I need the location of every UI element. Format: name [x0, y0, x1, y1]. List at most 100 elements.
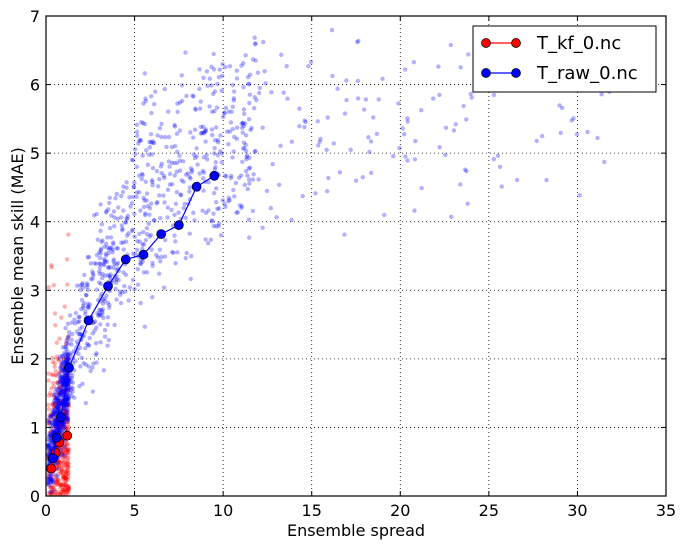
scatter-point-raw	[120, 189, 126, 195]
scatter-point-raw	[57, 401, 62, 406]
scatter-point-kf	[58, 377, 64, 383]
series-marker-kf	[62, 430, 73, 441]
scatter-point-raw	[86, 343, 92, 348]
scatter-point-raw	[200, 176, 206, 181]
scatter-point-raw	[230, 82, 236, 88]
scatter-point-kf	[51, 394, 57, 400]
series-marker-raw	[174, 220, 184, 230]
scatter-point-raw	[99, 239, 104, 245]
y-tick-label: 5	[30, 144, 40, 163]
scatter-point-raw	[163, 237, 168, 243]
scatter-point-raw	[150, 182, 155, 188]
scatter-point-raw	[141, 204, 147, 210]
scatter-point-raw	[136, 141, 141, 146]
scatter-point-raw	[178, 192, 183, 197]
scatter-point-raw	[276, 182, 282, 188]
scatter-point-raw	[147, 206, 153, 211]
scatter-point-raw	[116, 205, 121, 210]
scatter-point-raw	[105, 315, 111, 320]
scatter-point-raw	[47, 445, 52, 450]
scatter-point-raw	[453, 122, 458, 127]
scatter-point-raw	[65, 401, 70, 406]
scatter-point-raw	[243, 53, 248, 58]
series-marker-raw	[209, 170, 220, 181]
scatter-point-raw	[64, 401, 69, 406]
scatter-point-raw	[279, 52, 284, 58]
scatter-point-kf	[61, 460, 67, 465]
scatter-point-raw	[54, 421, 60, 427]
scatter-point-raw	[161, 285, 167, 290]
scatter-point-raw	[59, 378, 64, 383]
legend-box	[472, 25, 657, 93]
scatter-point-raw	[90, 269, 95, 274]
scatter-point-raw	[247, 155, 252, 160]
scatter-point-raw	[57, 408, 62, 414]
scatter-point-raw	[264, 188, 270, 194]
scatter-point-raw	[173, 201, 179, 206]
scatter-point-raw	[270, 162, 275, 167]
scatter-point-raw	[248, 127, 253, 133]
scatter-point-raw	[60, 379, 65, 385]
scatter-point-raw	[209, 83, 214, 88]
scatter-point-raw	[210, 109, 215, 114]
scatter-point-raw	[57, 392, 62, 397]
scatter-point-raw	[574, 132, 580, 137]
scatter-point-raw	[123, 220, 128, 225]
scatter-point-raw	[58, 393, 64, 399]
scatter-point-raw	[207, 104, 212, 109]
scatter-point-kf	[66, 490, 71, 496]
scatter-point-kf	[52, 397, 58, 402]
scatter-point-raw	[112, 261, 117, 267]
scatter-point-raw	[52, 422, 58, 428]
scatter-point-kf	[66, 486, 72, 491]
scatter-point-raw	[58, 375, 64, 380]
scatter-point-raw	[80, 282, 85, 287]
scatter-point-kf	[59, 315, 64, 320]
scatter-point-raw	[70, 372, 75, 378]
scatter-point-raw	[243, 142, 248, 147]
scatter-point-kf	[65, 459, 70, 465]
scatter-point-raw	[74, 283, 80, 288]
scatter-point-raw	[59, 374, 65, 379]
scatter-point-raw	[344, 98, 349, 103]
scatter-point-raw	[100, 301, 106, 306]
scatter-point-raw	[141, 242, 146, 247]
scatter-point-raw	[252, 149, 257, 155]
scatter-point-raw	[149, 94, 154, 99]
scatter-point-raw	[98, 228, 103, 234]
scatter-point-kf	[50, 359, 56, 365]
scatter-point-raw	[577, 193, 582, 198]
scatter-point-raw	[52, 398, 57, 403]
scatter-point-raw	[90, 365, 95, 370]
series-marker-kf	[46, 463, 57, 474]
scatter-point-raw	[49, 479, 54, 484]
scatter-point-raw	[102, 334, 108, 339]
scatter-point-raw	[491, 92, 497, 98]
scatter-point-kf	[46, 371, 51, 376]
scatter-point-raw	[77, 331, 83, 337]
scatter-point-raw	[165, 205, 171, 210]
scatter-point-raw	[183, 215, 188, 221]
scatter-point-raw	[514, 177, 520, 183]
scatter-point-raw	[63, 325, 68, 331]
scatter-point-raw	[121, 184, 126, 189]
scatter-point-raw	[245, 186, 251, 192]
scatter-point-raw	[227, 129, 233, 134]
scatter-point-raw	[443, 125, 449, 131]
scatter-point-kf	[63, 341, 69, 347]
scatter-point-raw	[48, 446, 54, 451]
scatter-point-kf	[57, 482, 63, 487]
scatter-point-raw	[136, 189, 142, 195]
scatter-point-raw	[97, 280, 102, 285]
scatter-point-raw	[215, 206, 220, 212]
scatter-point-raw	[48, 442, 53, 447]
scatter-point-raw	[70, 386, 75, 391]
scatter-point-raw	[58, 398, 64, 403]
scatter-point-kf	[53, 477, 58, 482]
scatter-point-raw	[47, 477, 52, 483]
scatter-point-raw	[194, 146, 199, 151]
scatter-point-raw	[46, 434, 52, 439]
scatter-point-raw	[159, 134, 164, 140]
scatter-point-raw	[68, 352, 73, 357]
scatter-point-raw	[52, 410, 58, 415]
